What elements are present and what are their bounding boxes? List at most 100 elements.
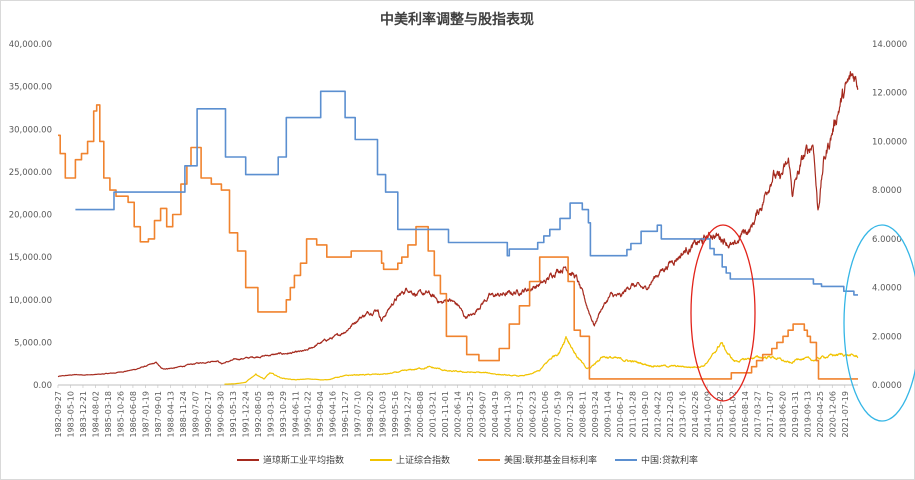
chart-title: 中美利率调整与股指表现	[380, 11, 534, 28]
x-tick-label: 2016-08-14	[741, 391, 750, 438]
y-left-tick-label: 20,000.00	[9, 211, 52, 221]
y-right-tick-label: 2.0000	[872, 332, 902, 342]
x-tick-label: 1985-03-18	[104, 391, 113, 438]
x-tick-label: 1999-12-27	[404, 391, 413, 438]
x-tick-label: 1986-06-08	[129, 391, 138, 438]
x-tick-label: 2020-12-06	[828, 391, 837, 438]
y-right-axis: 0.0000 2.0000 4.0000 6.0000 8.0000 10.0000 12.…	[872, 40, 907, 391]
series-group	[57, 71, 859, 385]
x-tick-label: 2012-12-03	[666, 391, 675, 438]
x-tick-label: 1996-04-16	[329, 391, 338, 438]
x-tick-label: 2018-06-20	[778, 391, 787, 438]
x-tick-label: 2001-11-01	[441, 391, 450, 438]
x-tick-label: 2004-04-19	[491, 391, 500, 438]
y-left-tick-label: 30,000.00	[9, 125, 52, 135]
x-tick-label: 2017-03-27	[753, 391, 762, 438]
x-tick-label: 2003-01-25	[466, 391, 475, 438]
x-tick-label: 2004-11-30	[504, 391, 513, 438]
x-tick-label: 2019-01-31	[791, 391, 800, 438]
x-tick-label: 1987-09-01	[154, 391, 163, 438]
x-tick-label: 1990-09-30	[216, 391, 225, 438]
x-axis: 1982-09-27 1983-05-10 1983-12-21 1984-08-02…	[54, 385, 850, 438]
y-left-tick-label: 10,000.00	[9, 296, 52, 306]
y-left-tick-label: 0.00	[33, 381, 52, 391]
x-tick-label: 1995-01-22	[304, 391, 313, 438]
x-tick-label: 1999-05-16	[391, 391, 400, 438]
annotation-ellipse-red	[690, 224, 756, 402]
y-left-tick-label: 35,000.00	[9, 83, 52, 93]
legend-label: 中国:贷款利率	[641, 454, 698, 466]
x-tick-label: 1991-12-24	[241, 391, 250, 438]
y-right-tick-label: 8.0000	[872, 186, 902, 196]
y-right-tick-label: 10.0000	[872, 137, 907, 147]
x-tick-label: 2007-12-30	[566, 391, 575, 438]
x-tick-label: 2000-08-08	[416, 391, 425, 438]
x-tick-label: 2015-05-22	[716, 391, 725, 438]
x-tick-label: 2011-01-28	[628, 391, 637, 438]
x-tick-label: 2021-07-19	[841, 391, 850, 438]
x-tick-label: 1990-02-17	[204, 391, 213, 438]
x-tick-label: 1998-10-03	[379, 391, 388, 438]
x-tick-label: 1993-10-29	[279, 391, 288, 438]
x-tick-label: 2009-11-04	[603, 391, 612, 438]
x-tick-label: 1988-11-24	[179, 391, 188, 438]
y-right-tick-label: 12.0000	[872, 89, 907, 99]
legend-label: 上证综合指数	[396, 454, 450, 466]
legend-label: 道琼斯工业平均指数	[263, 454, 344, 466]
x-tick-label: 2019-09-13	[803, 391, 812, 438]
x-tick-label: 2014-02-26	[691, 391, 700, 438]
x-tick-label: 2017-11-07	[766, 391, 775, 438]
x-tick-label: 1996-11-27	[341, 391, 350, 438]
annotation-ellipse-blue	[843, 224, 915, 422]
x-tick-label: 1983-05-10	[67, 391, 76, 438]
x-tick-label: 1995-09-04	[316, 391, 325, 438]
x-tick-label: 1994-06-11	[291, 391, 300, 438]
x-tick-label: 2008-08-11	[578, 391, 587, 438]
x-tick-label: 2013-07-16	[678, 391, 687, 438]
x-tick-label: 1987-01-19	[141, 391, 150, 438]
x-tick-label: 2010-06-17	[616, 391, 625, 438]
x-tick-label: 1982-09-27	[54, 391, 63, 438]
x-tick-label: 1993-03-18	[266, 391, 275, 438]
y-left-tick-label: 5,000.00	[14, 338, 52, 348]
x-tick-label: 1998-02-20	[366, 391, 375, 438]
legend: 道琼斯工业平均指数 上证综合指数 美国:联邦基金目标利率 中国:贷款利率	[237, 454, 698, 466]
y-left-tick-label: 15,000.00	[9, 253, 52, 263]
series-line-1	[57, 71, 859, 378]
x-tick-label: 2002-06-14	[454, 391, 463, 438]
x-tick-label: 2006-10-06	[541, 391, 550, 438]
x-tick-label: 2005-07-13	[516, 391, 525, 438]
x-tick-label: 1989-07-07	[191, 391, 200, 438]
x-tick-label: 1988-04-13	[166, 391, 175, 438]
series-line-2	[224, 336, 859, 385]
x-tick-label: 1985-10-26	[116, 391, 125, 438]
x-tick-label: 1997-07-10	[354, 391, 363, 438]
series-line-3	[58, 104, 858, 380]
y-left-axis: 0.00 5,000.00 10,000.00 15,000.00 20,000.00 2…	[9, 40, 52, 391]
x-tick-label: 2014-10-09	[703, 391, 712, 438]
y-right-tick-label: 6.0000	[872, 235, 902, 245]
y-right-tick-label: 14.0000	[872, 40, 907, 50]
x-tick-label: 2001-03-21	[429, 391, 438, 438]
x-tick-label: 2011-09-10	[641, 391, 650, 438]
x-tick-label: 2003-09-07	[479, 391, 488, 438]
y-right-tick-label: 4.0000	[872, 284, 902, 294]
x-tick-label: 1983-12-21	[79, 391, 88, 438]
x-tick-label: 2009-03-24	[591, 391, 600, 438]
y-right-tick-label: 0.0000	[872, 381, 902, 391]
x-tick-label: 2006-02-23	[528, 391, 537, 438]
annotations	[690, 224, 915, 422]
x-tick-label: 1992-08-05	[254, 391, 263, 438]
x-tick-label: 2012-04-22	[653, 391, 662, 438]
x-tick-label: 1984-08-02	[91, 391, 100, 438]
series-line-4	[75, 90, 858, 296]
legend-label: 美国:联邦基金目标利率	[504, 454, 597, 466]
x-tick-label: 2007-05-19	[554, 391, 563, 438]
y-left-tick-label: 40,000.00	[9, 40, 52, 50]
x-tick-label: 2016-01-02	[728, 391, 737, 438]
y-left-tick-label: 25,000.00	[9, 168, 52, 178]
x-tick-label: 1991-05-13	[229, 391, 238, 438]
x-tick-label: 2020-04-25	[816, 391, 825, 438]
